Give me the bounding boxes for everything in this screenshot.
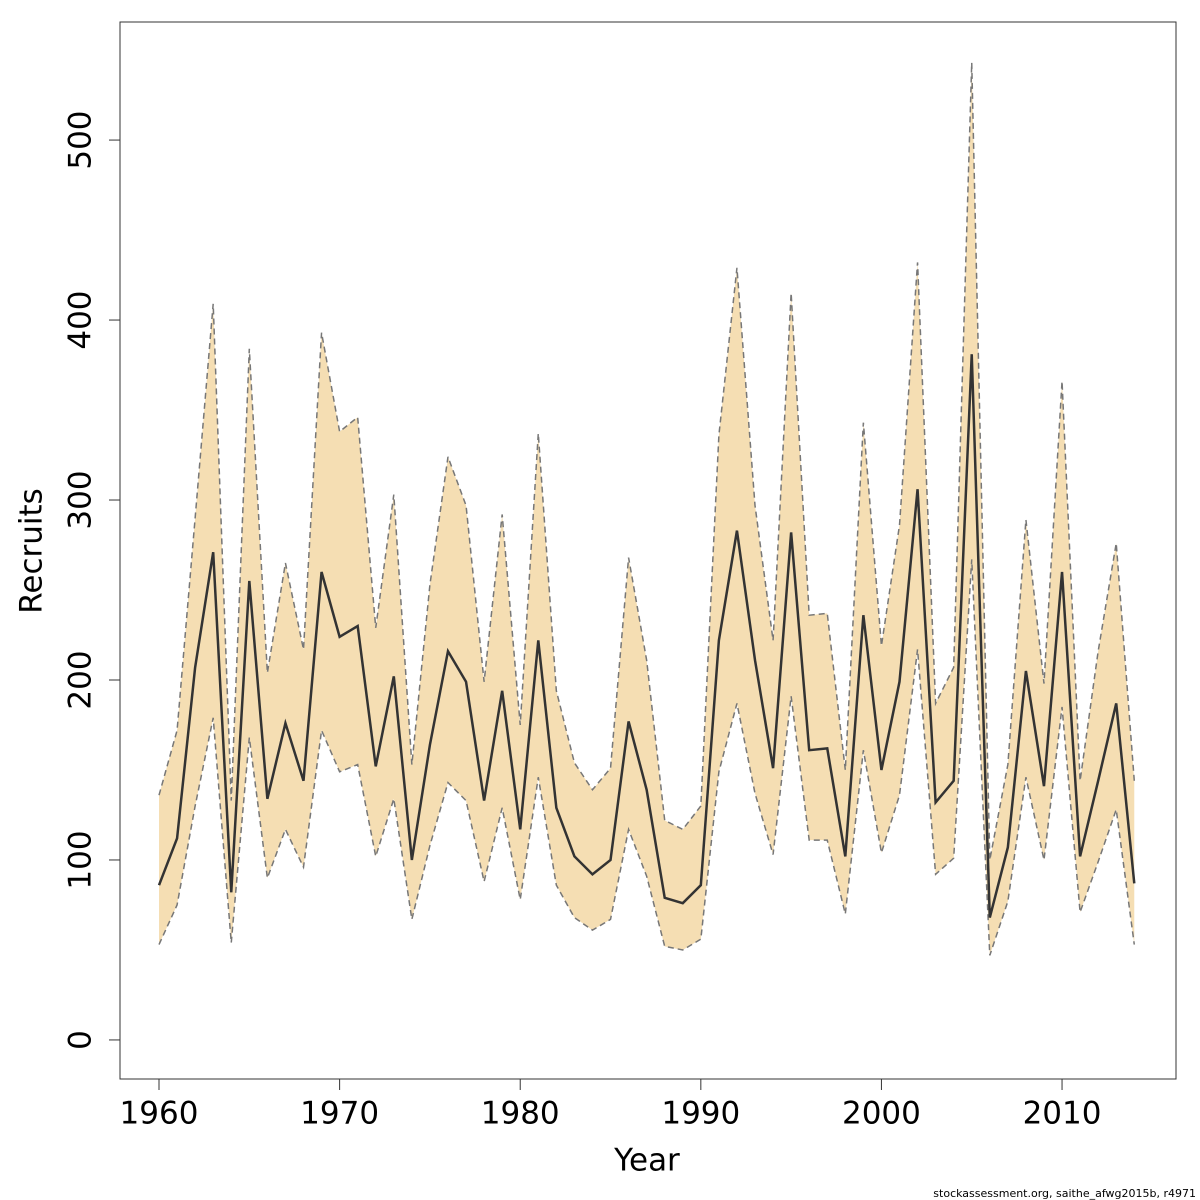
x-tick-label: 1970 <box>300 1096 379 1132</box>
y-tick-label: 0 <box>63 1030 99 1050</box>
y-tick-label: 400 <box>63 290 99 349</box>
lower-bound-line <box>158 559 1136 956</box>
y-tick-label: 100 <box>63 830 99 889</box>
plot-frame <box>119 21 1177 1080</box>
x-tick-label: 2000 <box>842 1096 921 1132</box>
upper-bound-line <box>158 62 1136 861</box>
confidence-band <box>159 62 1135 956</box>
x-axis-title: Year <box>613 1143 680 1179</box>
x-tick-label: 1960 <box>120 1096 199 1132</box>
estimate-line <box>157 354 1136 918</box>
x-tick-label: 2010 <box>1023 1096 1102 1132</box>
y-axis-title: Recruits <box>14 488 50 614</box>
y-tick-label: 200 <box>63 650 99 709</box>
x-tick-label: 1990 <box>661 1096 740 1132</box>
y-tick-label: 500 <box>63 110 99 169</box>
y-tick-label: 300 <box>63 470 99 529</box>
x-tick-label: 1980 <box>481 1096 560 1132</box>
footer: stockassessment.org, saithe_afwg2015b, r… <box>933 1187 1196 1200</box>
